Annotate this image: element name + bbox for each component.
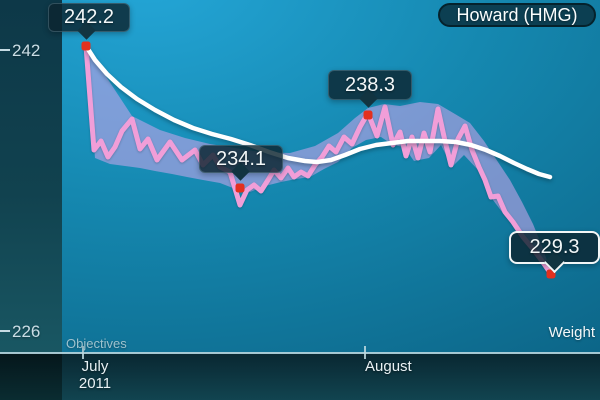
y-tick-label-226: 226 (12, 322, 41, 341)
x-axis-panel (62, 353, 600, 400)
y-axis-panel (0, 0, 62, 353)
y-tick-226 (0, 330, 10, 332)
weight-tab[interactable]: Weight (548, 324, 595, 341)
callout-238.3[interactable]: 238.3 (328, 70, 412, 108)
x-axis-line (0, 352, 600, 354)
x-tick-july (82, 346, 84, 359)
year-label: 2011 (78, 375, 112, 392)
x-tick-label-august: August (365, 358, 412, 375)
y-tick-242 (0, 49, 10, 51)
x-tick-august (364, 346, 366, 359)
callout-value: 229.3 (529, 236, 580, 258)
callout-242.2[interactable]: 242.2 (48, 3, 130, 40)
y-tick-label-242: 242 (12, 41, 41, 60)
objectives-tab[interactable]: Objectives (66, 336, 127, 351)
month-label: July (81, 358, 109, 375)
y-axis-panel-bottom (0, 353, 62, 400)
chart-plot-area[interactable] (62, 0, 600, 353)
callout-value: 234.1 (215, 147, 267, 170)
patient-badge[interactable]: Howard (HMG) (438, 3, 596, 27)
month-label: August (365, 358, 412, 375)
callout-229.3-selected[interactable]: 229.3 (509, 231, 600, 274)
x-tick-label-july: July 2011 (65, 358, 125, 392)
callout-value: 238.3 (344, 73, 396, 96)
callout-value: 242.2 (63, 6, 115, 28)
callout-234.1[interactable]: 234.1 (199, 145, 283, 181)
